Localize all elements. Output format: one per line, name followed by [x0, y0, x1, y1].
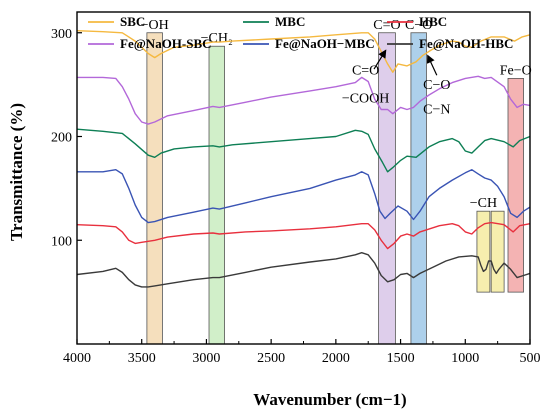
legend-label-0: SBC: [120, 14, 145, 29]
x-tick-label-0: 4000: [63, 351, 91, 366]
x-tick-label-7: 500: [520, 351, 541, 366]
spectra-lines: [76, 30, 531, 288]
series-line-1: [76, 128, 531, 173]
series-line-4: [77, 169, 531, 224]
band-label-6: Fe−O: [500, 63, 532, 78]
plot-frame: [76, 11, 531, 345]
series-line-5: [76, 252, 531, 288]
band-0: [146, 32, 163, 345]
band-label-2: C=O: [373, 18, 400, 33]
band-4: [476, 210, 491, 293]
plot-border: [76, 11, 531, 345]
x-tick-label-3: 2500: [257, 351, 285, 366]
annotation-3: C−O: [423, 78, 450, 93]
legend-label-2: HBC: [419, 14, 447, 29]
annotation-0: −COOH: [342, 91, 390, 106]
annotations: −COOH C−N C=O C−O: [342, 49, 450, 118]
y-tick-label-2: 300: [51, 27, 72, 42]
annotation-2: C=O: [352, 63, 379, 78]
arrow-1: [426, 54, 438, 76]
y-axis-title: Transmittance (%): [7, 103, 26, 241]
legend-label-4: Fe@NaOH−MBC: [275, 36, 375, 51]
band-2: [378, 32, 396, 345]
band-5: [490, 210, 505, 293]
x-tick-label-6: 1000: [451, 351, 479, 366]
y-tick-label-0: 100: [51, 234, 72, 249]
arrow-0: [373, 49, 387, 70]
legend-label-1: MBC: [275, 14, 305, 29]
band-6: [507, 78, 524, 293]
legend: SBC MBC HBC Fe@NaOH-SBC Fe@NaOH−MBC Fe@NaOH-H…: [88, 14, 513, 51]
x-tick-label-2: 3000: [192, 351, 220, 366]
legend-label-3: Fe@NaOH-SBC: [120, 36, 212, 51]
y-tick-label-1: 200: [51, 131, 72, 146]
legend-label-5: Fe@NaOH-HBC: [419, 36, 513, 51]
band-1: [208, 45, 225, 345]
x-tick-label-4: 2000: [322, 351, 350, 366]
annotation-1: C−N: [423, 103, 450, 118]
series-line-3: [77, 75, 531, 125]
axis-ticks: 4000 3500 3000 2500 2000 1500 1000 500 100 200 300: [51, 27, 541, 366]
x-tick-label-5: 1500: [387, 351, 415, 366]
band-label-0: −OH: [141, 18, 169, 33]
band-label-4: −CH: [470, 196, 497, 211]
x-axis-title: Wavenumber (cm−1): [253, 390, 406, 409]
series-line-2: [76, 221, 531, 250]
x-tick-label-1: 3500: [128, 351, 156, 366]
